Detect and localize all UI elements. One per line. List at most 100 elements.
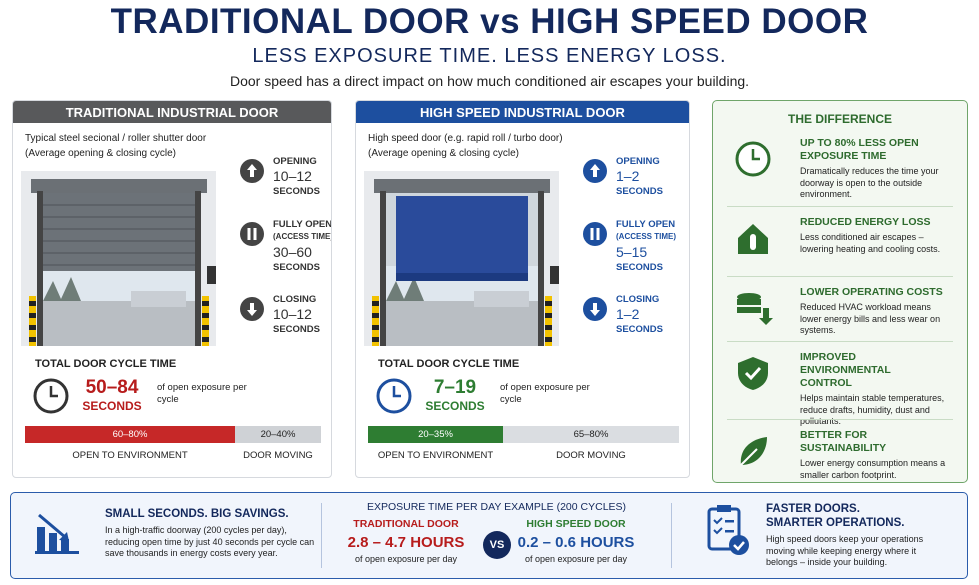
clock-icon [376, 378, 412, 414]
door-image [21, 171, 216, 346]
example-note: of open exposure per day [354, 554, 458, 564]
phase-time: 10–12 [273, 168, 312, 184]
cycle-time: 7–19 [433, 377, 477, 398]
bar-segment: 65–80% [503, 426, 679, 443]
example-value: 0.2 – 0.6 HOURS [517, 534, 635, 551]
footer: SMALL SECONDS. BIG SAVINGS. In a high-tra… [10, 492, 968, 579]
phase-time: 10–12 [273, 306, 312, 322]
bar-caption: OPEN TO ENVIRONMENT [72, 450, 188, 461]
clock-icon [33, 378, 69, 414]
cycle-label: TOTAL DOOR CYCLE TIME [378, 358, 520, 370]
example-value: 2.8 – 4.7 HOURS [347, 534, 465, 551]
phase-label: FULLY OPEN [273, 219, 332, 230]
footer-left-title: SMALL SECONDS. BIG SAVINGS. [105, 508, 289, 520]
phase-unit: SECONDS [616, 324, 663, 335]
panel-description: High speed door (e.g. rapid roll / turbo… [368, 133, 563, 144]
example-label: HIGH SPEED DOOR [526, 518, 626, 530]
phase-unit: SECONDS [616, 262, 663, 273]
separator [321, 503, 322, 568]
difference-icon [740, 437, 767, 466]
phase-time: 30–60 [273, 244, 312, 260]
phase-label: FULLY OPEN [616, 219, 676, 230]
phase-time: 1–2 [616, 306, 640, 322]
bar-segment: 20–35% [368, 426, 503, 443]
divider [727, 341, 953, 342]
savings-icon [35, 513, 79, 554]
cycle-note: of open exposure per cycle [157, 382, 247, 405]
difference-icon [738, 357, 768, 390]
difference-icon [738, 224, 768, 254]
phase-icon [240, 222, 264, 246]
phase-unit: SECONDS [273, 262, 320, 273]
difference-item-text: Reduced HVAC workload means lower energy… [800, 302, 941, 335]
phase-icon [583, 222, 607, 246]
panel: HIGH SPEED INDUSTRIAL DOOR High speed doo… [355, 100, 690, 478]
panel: TRADITIONAL INDUSTRIAL DOOR Typical steel… [12, 100, 332, 478]
door-image [364, 171, 559, 346]
panel-title: HIGH SPEED INDUSTRIAL DOOR [420, 105, 625, 120]
title: TRADITIONAL DOOR vs HIGH SPEED DOOR [110, 2, 869, 41]
divider [727, 419, 953, 420]
difference-item-title: UP TO 80% LESS OPEN EXPOSURE TIME [800, 137, 919, 162]
divider [727, 206, 953, 207]
cycle-time: 50–84 [85, 377, 139, 398]
cycle-unit: SECONDS [425, 399, 485, 413]
bar-label: 20–35% [418, 429, 453, 440]
phase-unit: SECONDS [273, 324, 320, 335]
difference-item-title: LOWER OPERATING COSTS [800, 286, 943, 298]
difference-panel: THE DIFFERENCE UP TO 80% LESS OPEN EXPOSU… [712, 100, 968, 483]
phase-icon [583, 297, 607, 321]
panel-header: HIGH SPEED INDUSTRIAL DOOR [356, 101, 689, 123]
phase-unit: SECONDS [273, 186, 320, 197]
phase-unit: SECONDS [616, 186, 663, 197]
panel-description: (Average opening & closing cycle) [368, 148, 520, 159]
difference-item-text: Dramatically reduces the time your doorw… [800, 166, 939, 199]
description: Door speed has a direct impact on how mu… [229, 73, 750, 89]
example-label: TRADITIONAL DOOR [353, 518, 459, 530]
panel-description: (Average opening & closing cycle) [25, 148, 177, 159]
phase-note: (ACCESS TIME) [273, 232, 332, 241]
bar-segment: 60–80% [25, 426, 235, 443]
footer-left-text: In a high-traffic doorway (200 cycles pe… [105, 525, 315, 558]
difference-icon [735, 141, 771, 177]
panel-title: TRADITIONAL INDUSTRIAL DOOR [65, 105, 279, 120]
cycle-unit: SECONDS [82, 399, 142, 413]
phase-label: CLOSING [273, 294, 317, 305]
difference-item-text: Less conditioned air escapes – lowering … [800, 232, 941, 254]
divider [727, 276, 953, 277]
cycle-label: TOTAL DOOR CYCLE TIME [35, 358, 177, 370]
separator [671, 503, 672, 568]
phase-icon [240, 297, 264, 321]
phase-label: CLOSING [616, 294, 660, 305]
bar-caption: DOOR MOVING [243, 450, 313, 461]
phase-time: 5–15 [616, 244, 648, 260]
bar-label: 65–80% [573, 429, 609, 440]
cycle-note: of open exposure per cycle [500, 382, 590, 405]
bar-segment: 20–40% [235, 426, 321, 443]
difference-item-title: BETTER FOR SUSTAINABILITY [800, 429, 887, 454]
phase-note: (ACCESS TIME) [616, 232, 676, 241]
bar-caption: DOOR MOVING [556, 450, 626, 461]
difference-item-text: Lower energy consumption means a smaller… [800, 458, 946, 480]
vs-badge: VS [483, 531, 511, 559]
bar-label: 20–40% [260, 429, 296, 440]
phase-label: OPENING [616, 156, 660, 167]
phase-icon [240, 159, 264, 183]
difference-item-title: IMPROVED ENVIRONMENTAL CONTROL [800, 351, 891, 389]
difference-title: THE DIFFERENCE [787, 112, 892, 126]
phase-time: 1–2 [616, 168, 640, 184]
difference-item-title: REDUCED ENERGY LOSS [800, 216, 931, 228]
phase-icon [583, 159, 607, 183]
difference-icon [737, 293, 773, 325]
phase-label: OPENING [273, 156, 317, 167]
footer-right-title: FASTER DOORS. SMARTER OPERATIONS. [766, 503, 905, 529]
panel-header: TRADITIONAL INDUSTRIAL DOOR [13, 101, 331, 123]
example-note: of open exposure per day [524, 554, 628, 564]
panel-description: Typical steel secional / roller shutter … [25, 133, 207, 144]
footer-right-text: High speed doors keep your operations mo… [766, 534, 924, 567]
bar-caption: OPEN TO ENVIRONMENT [377, 450, 494, 461]
footer-middle-title: EXPOSURE TIME PER DAY EXAMPLE (200 CYCLE… [366, 501, 627, 513]
vs-text: VS [489, 539, 505, 551]
difference-item-text: Helps maintain stable temperatures, redu… [800, 393, 945, 426]
